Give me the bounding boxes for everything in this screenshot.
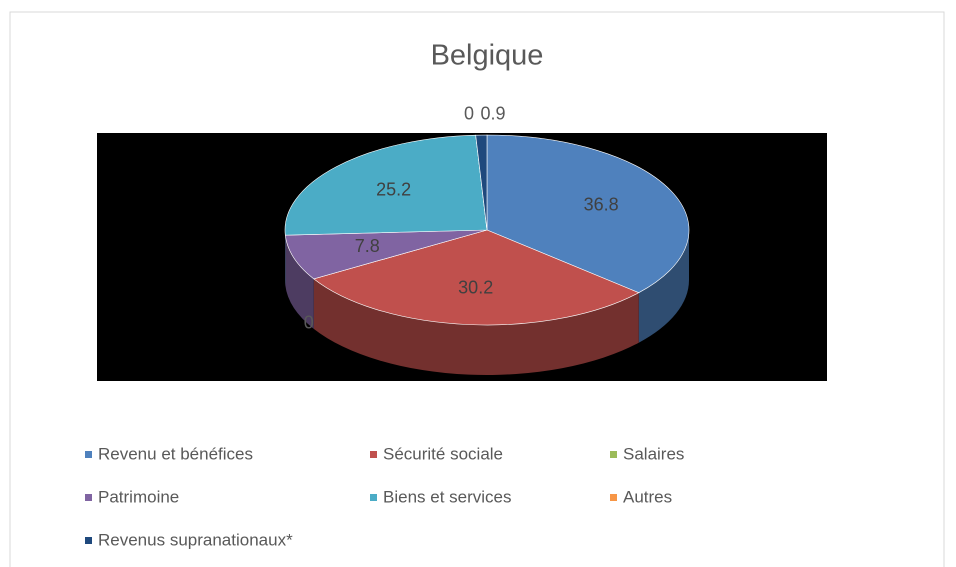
- legend-label: Sécurité sociale: [383, 444, 503, 463]
- legend-swatch: [85, 494, 92, 501]
- legend-swatch: [370, 451, 377, 458]
- data-label: 0.9: [480, 104, 505, 124]
- pie-wall: [313, 278, 639, 375]
- legend-label: Patrimoine: [98, 487, 179, 506]
- legend-swatch: [610, 494, 617, 501]
- legend-swatch: [85, 451, 92, 458]
- legend-label: Biens et services: [383, 487, 512, 506]
- pie-slice: [475, 134, 488, 231]
- legend-swatch: [370, 494, 377, 501]
- pie-slice: [284, 134, 488, 236]
- pie-slice: [313, 229, 640, 326]
- pie-wall: [285, 235, 314, 329]
- data-label: 30.2: [458, 277, 493, 297]
- pie-wall: [638, 230, 689, 343]
- data-label: 7.8: [355, 236, 380, 256]
- legend-swatch: [610, 451, 617, 458]
- legend-label: Salaires: [623, 444, 684, 463]
- legend-label: Revenu et bénéfices: [98, 444, 253, 463]
- legend-label: Autres: [623, 487, 672, 506]
- data-label: 36.8: [584, 194, 619, 214]
- data-label: 0: [464, 104, 474, 124]
- data-label: 25.2: [376, 179, 411, 199]
- pie-slice: [486, 134, 690, 294]
- pie-slice: [284, 229, 488, 280]
- chart-title: Belgique: [431, 40, 544, 72]
- legend-swatch: [85, 537, 92, 544]
- legend-label: Revenus supranationaux*: [98, 530, 293, 549]
- data-label: 0: [304, 313, 314, 333]
